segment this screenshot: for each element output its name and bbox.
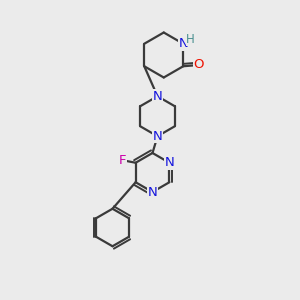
Text: H: H bbox=[186, 33, 195, 46]
FancyBboxPatch shape bbox=[154, 133, 161, 140]
FancyBboxPatch shape bbox=[149, 189, 156, 195]
Text: N: N bbox=[178, 37, 188, 50]
Text: N: N bbox=[153, 130, 162, 143]
FancyBboxPatch shape bbox=[180, 40, 187, 47]
Text: O: O bbox=[194, 58, 204, 71]
FancyBboxPatch shape bbox=[196, 62, 202, 68]
FancyBboxPatch shape bbox=[119, 157, 126, 164]
FancyBboxPatch shape bbox=[166, 160, 173, 166]
Text: N: N bbox=[164, 156, 174, 169]
Text: N: N bbox=[148, 185, 158, 199]
Text: F: F bbox=[119, 154, 126, 167]
Text: N: N bbox=[153, 90, 162, 103]
FancyBboxPatch shape bbox=[154, 93, 161, 100]
